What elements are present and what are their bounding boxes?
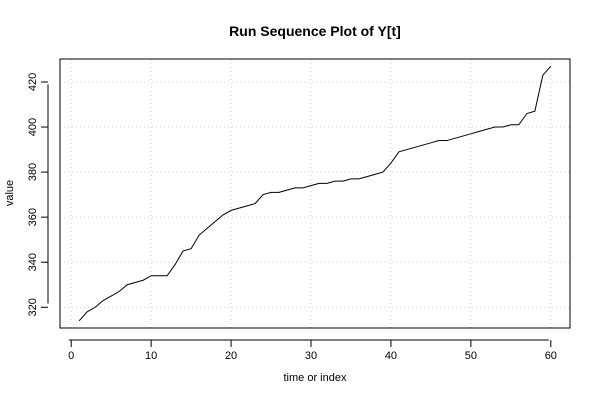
y-tick-label: 380	[27, 163, 39, 181]
y-tick-label: 340	[27, 253, 39, 271]
x-axis: 0 10 20 30 40 50 60	[68, 339, 557, 362]
y-tick-label: 420	[27, 73, 39, 91]
y-tick-label: 360	[27, 208, 39, 226]
y-tick-label: 320	[27, 298, 39, 316]
x-tick-label: 0	[68, 350, 74, 362]
plot-frame	[59, 58, 571, 329]
grid	[60, 59, 570, 328]
x-tick-label: 10	[145, 350, 157, 362]
y-axis: 320 340 360 380 400 420	[27, 73, 49, 316]
x-tick-label: 20	[225, 350, 237, 362]
chart-title: Run Sequence Plot of Y[t]	[229, 23, 401, 39]
series	[78, 65, 552, 322]
x-tick-label: 30	[305, 350, 317, 362]
x-tick-label: 40	[385, 350, 397, 362]
y-axis-label: value	[4, 180, 16, 206]
series-line	[78, 65, 552, 322]
x-tick-label: 50	[465, 350, 477, 362]
x-axis-label: time or index	[284, 372, 347, 384]
y-tick-label: 400	[27, 118, 39, 136]
x-tick-label: 60	[545, 350, 557, 362]
